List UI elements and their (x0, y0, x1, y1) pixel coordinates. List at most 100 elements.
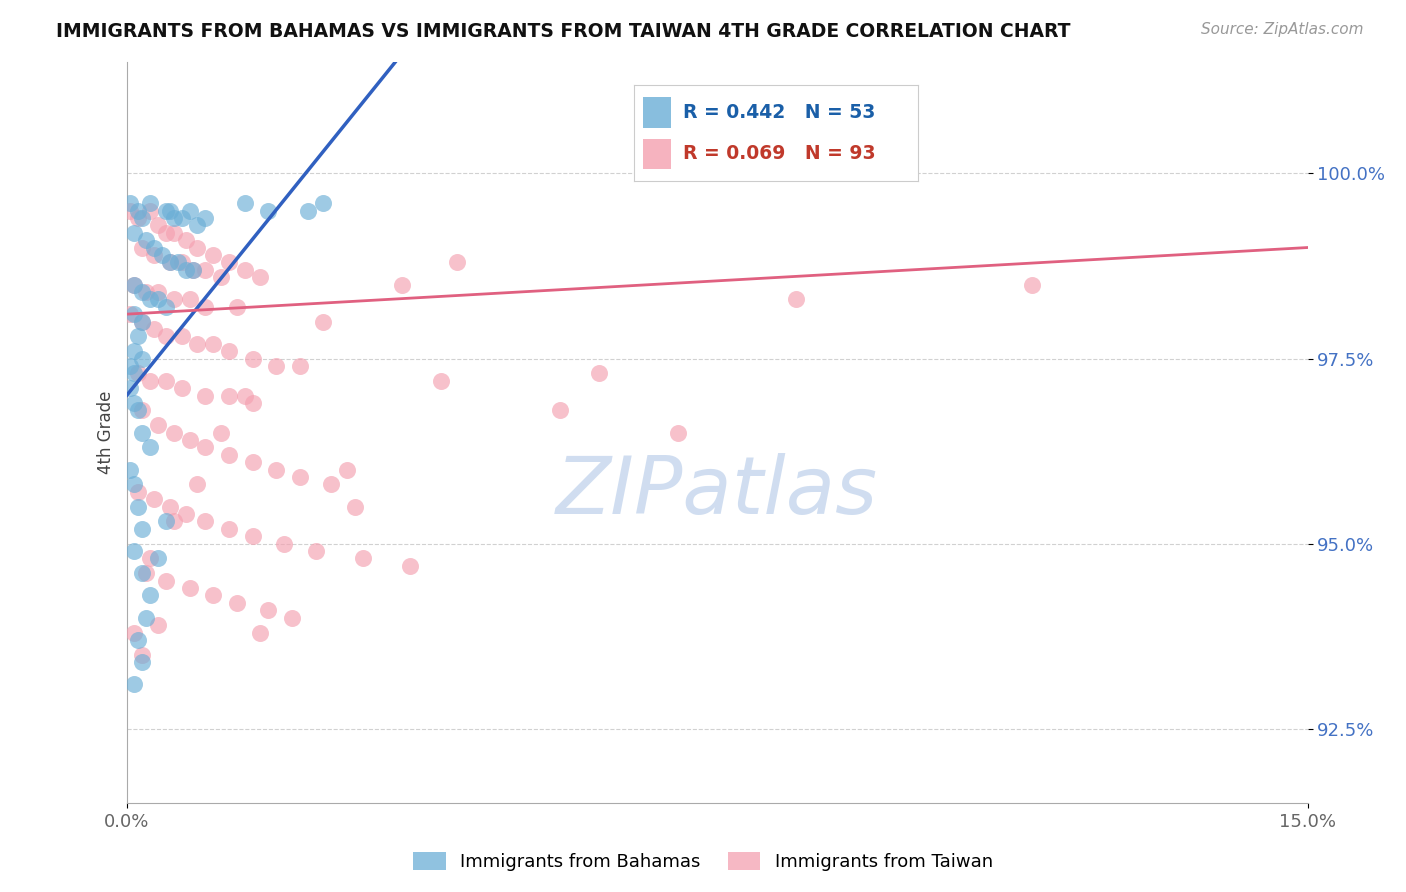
Point (174, 507, 197, 521)
Point (242, 455, 264, 469)
Point (127, 367, 149, 381)
Text: IMMIGRANTS FROM BAHAMAS VS IMMIGRANTS FROM TAIWAN 4TH GRADE CORRELATION CHART: IMMIGRANTS FROM BAHAMAS VS IMMIGRANTS FR… (56, 22, 1071, 41)
Point (159, 255, 181, 269)
Point (131, 211, 153, 225)
Point (143, 322, 166, 336)
Point (139, 374, 162, 388)
Point (446, 255, 468, 269)
Point (135, 285, 157, 299)
Point (131, 522, 153, 536)
Point (174, 262, 197, 277)
Point (209, 425, 232, 440)
Point (155, 226, 177, 240)
Point (170, 211, 193, 225)
Point (352, 551, 374, 566)
Point (131, 655, 153, 669)
Point (131, 285, 153, 299)
Point (163, 293, 186, 307)
Point (209, 270, 232, 285)
Point (131, 566, 153, 581)
Point (143, 241, 166, 255)
Point (127, 329, 149, 343)
Text: ZIPatlas: ZIPatlas (555, 453, 879, 531)
Point (233, 389, 256, 403)
Point (304, 544, 326, 558)
Point (146, 219, 169, 233)
Point (166, 255, 188, 269)
Point (155, 374, 177, 388)
Point (146, 418, 169, 433)
Point (120, 381, 142, 395)
Point (174, 233, 197, 247)
Point (163, 515, 186, 529)
Point (179, 293, 201, 307)
Point (139, 203, 162, 218)
Point (218, 448, 240, 462)
Point (159, 500, 181, 514)
Point (202, 336, 225, 351)
Point (218, 255, 240, 269)
Point (124, 307, 146, 321)
Point (281, 611, 304, 625)
Point (131, 315, 153, 329)
Point (127, 484, 149, 499)
Text: Source: ZipAtlas.com: Source: ZipAtlas.com (1201, 22, 1364, 37)
Text: R = 0.442   N = 53: R = 0.442 N = 53 (682, 103, 875, 122)
Point (588, 367, 610, 381)
Point (139, 196, 162, 211)
Point (127, 403, 149, 417)
Point (218, 344, 240, 359)
Point (288, 470, 311, 484)
Point (131, 315, 153, 329)
Point (124, 277, 146, 292)
Point (127, 500, 149, 514)
Point (233, 196, 256, 211)
Point (242, 529, 264, 543)
Point (135, 611, 157, 625)
Point (170, 381, 193, 395)
Point (120, 196, 142, 211)
Point (179, 433, 201, 447)
Point (202, 248, 225, 262)
Legend: Immigrants from Bahamas, Immigrants from Taiwan: Immigrants from Bahamas, Immigrants from… (406, 845, 1000, 879)
Point (159, 203, 181, 218)
Point (124, 344, 146, 359)
Point (186, 219, 208, 233)
Point (127, 211, 149, 225)
Point (273, 536, 295, 550)
Point (194, 441, 217, 455)
Point (312, 196, 335, 211)
Point (194, 515, 217, 529)
Point (124, 396, 146, 410)
Point (120, 307, 142, 321)
Point (218, 389, 240, 403)
Point (139, 441, 162, 455)
Point (391, 277, 413, 292)
Point (127, 632, 149, 647)
Point (257, 603, 280, 617)
Point (139, 589, 162, 603)
Point (163, 226, 186, 240)
Point (131, 648, 153, 662)
Point (194, 300, 217, 314)
Point (127, 203, 149, 218)
Point (336, 462, 359, 476)
Point (186, 477, 208, 491)
Point (131, 241, 153, 255)
Point (124, 625, 146, 640)
Point (150, 248, 173, 262)
Point (146, 551, 169, 566)
Point (155, 203, 177, 218)
Point (288, 359, 311, 373)
Point (135, 233, 157, 247)
Point (155, 300, 177, 314)
Point (666, 425, 689, 440)
Point (179, 581, 201, 595)
Point (135, 566, 157, 581)
Point (124, 226, 146, 240)
Point (120, 203, 142, 218)
Point (225, 300, 247, 314)
Point (139, 293, 162, 307)
Point (430, 374, 453, 388)
Text: R = 0.069   N = 93: R = 0.069 N = 93 (682, 145, 875, 163)
